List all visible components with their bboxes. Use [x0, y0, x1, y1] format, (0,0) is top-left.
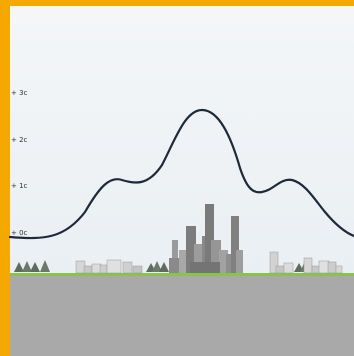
city-towers — [169, 204, 243, 273]
frame-border-top — [0, 0, 354, 6]
sky-background — [10, 6, 354, 276]
low-buildings-right — [269, 251, 294, 274]
tree-cluster-middle — [146, 261, 169, 272]
scale-tick-1c: + 1c — [11, 182, 28, 190]
scale-tick-0c: + 0c — [11, 229, 28, 237]
scale-tick-2c: + 2c — [11, 136, 28, 144]
ground-area — [10, 276, 354, 356]
low-buildings-left — [75, 259, 143, 274]
low-buildings-far-right — [303, 257, 343, 274]
frame-border-left — [0, 0, 10, 356]
scale-tick-3c: + 3c — [11, 89, 28, 97]
grass-strip — [10, 273, 354, 276]
temperature-curve — [8, 108, 354, 240]
tree-cluster-left — [14, 260, 50, 272]
